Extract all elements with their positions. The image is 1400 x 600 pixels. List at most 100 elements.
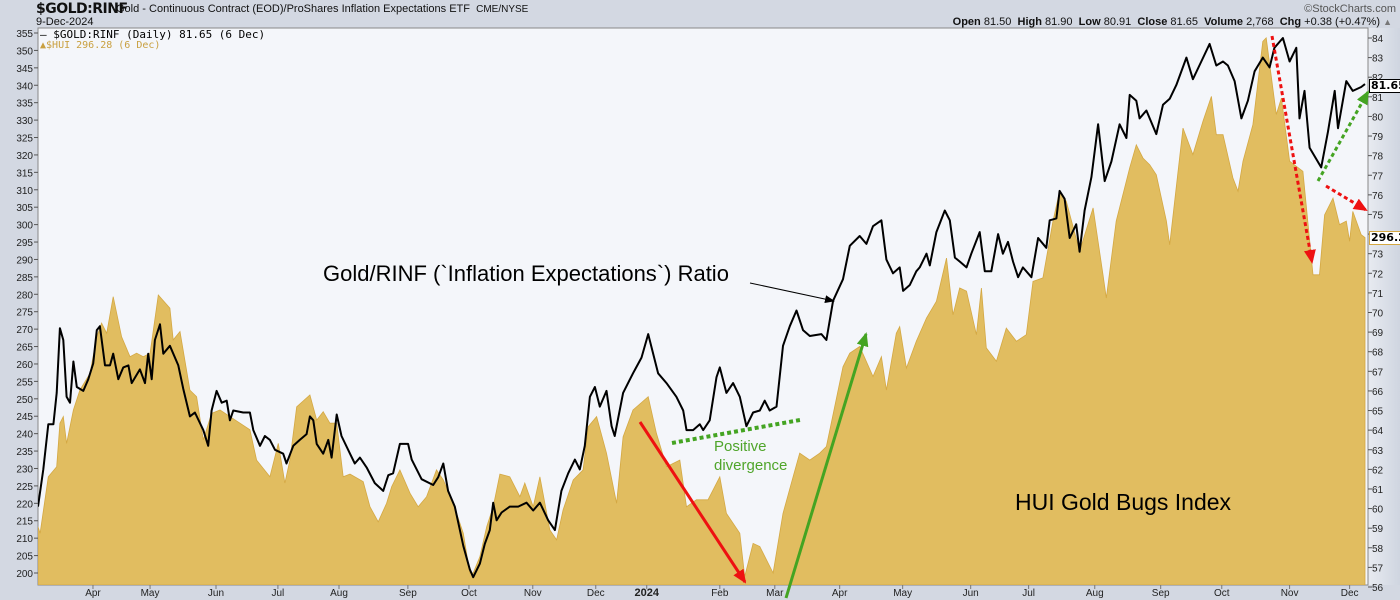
x-axis-label: Sep [1152,588,1170,599]
low-value: 80.91 [1103,16,1132,28]
right-axis-label: 58 [1372,544,1384,555]
right-axis-label: 79 [1372,132,1384,143]
right-axis-label: 63 [1372,446,1384,457]
ratio-last-value: 81.65 [1369,79,1400,93]
right-axis-label: 72 [1372,269,1384,280]
legend-ratio: — $GOLD:RINF (Daily) 81.65 (6 Dec) [40,28,266,41]
left-axis-label: 225 [16,482,33,493]
ratio-rise-dotted-arrow [1316,90,1370,182]
right-axis-label: 61 [1372,485,1384,496]
x-axis-label: 2024 [634,587,659,599]
close-label: Close [1137,16,1168,28]
right-axis-label: 64 [1372,426,1384,437]
hui-rally-arrow [784,332,869,599]
volume-value: 2,768 [1246,16,1274,28]
right-axis-label: 57 [1372,563,1384,574]
hui-last-value: 296.28 [1369,231,1400,245]
area-icon: ▲ [40,40,47,51]
left-axis-label: 305 [16,203,33,214]
triangle-up-icon: ▲ [1383,17,1392,27]
left-axis-label: 265 [16,343,33,354]
right-axis-label: 75 [1372,210,1384,221]
left-axis-label: 275 [16,308,33,319]
left-axis-label: 230 [16,464,33,475]
symbol-description: Gold - Continuous Contract (EOD)/ProShar… [116,3,528,15]
left-axis-label: 345 [16,64,33,75]
left-axis-label: 285 [16,273,33,284]
x-axis-label: May [141,588,160,599]
right-axis-label: 66 [1372,387,1384,398]
right-axis-label: 56 [1372,583,1384,594]
x-axis-label: Mar [766,588,784,599]
left-axis-label: 330 [16,116,33,127]
left-axis-label: 325 [16,134,33,145]
open-label: Open [952,16,981,28]
x-axis-label: Oct [461,588,477,599]
left-axis-label: 300 [16,221,33,232]
left-axis-label: 350 [16,46,33,57]
right-axis-label: 67 [1372,367,1384,378]
left-axis-label: 315 [16,168,33,179]
left-axis-label: 245 [16,412,33,423]
x-axis-label: Nov [1281,588,1299,599]
hui-decline-arrow [638,421,747,584]
x-axis-label: Jun [963,588,979,599]
quote-summary: Open 81.50 High 81.90 Low 80.91 Close 81… [953,16,1392,28]
chg-label: Chg [1279,16,1302,28]
left-axis-label: 290 [16,255,33,266]
high-value: 81.90 [1045,16,1073,28]
right-axis-label: 69 [1372,328,1384,339]
x-axis-label: Feb [711,588,729,599]
left-axis-label: 355 [16,29,33,40]
chart-date: 9-Dec-2024 [36,16,94,28]
x-axis-label: Jun [208,588,224,599]
left-axis-label: 260 [16,360,33,371]
hui-annotation: HUI Gold Bugs Index [1015,489,1232,515]
positive-divergence-line [671,418,801,445]
exchange-text: CME/NYSE [476,4,529,15]
divergence-annotation-line1: Positive [714,438,767,455]
x-axis-label: Oct [1214,588,1230,599]
right-axis-label: 76 [1372,191,1384,202]
right-axis-label: 81 [1372,93,1384,104]
ratio-line [38,37,1366,579]
x-axis-label: Aug [330,588,348,599]
x-axis-label: Jul [1022,588,1035,599]
x-axis-label: Dec [587,588,605,599]
hui-drop-dotted-arrow [1270,35,1316,264]
left-axis-label: 280 [16,290,33,301]
chart-legend: — $GOLD:RINF (Daily) 81.65 (6 Dec) ▲$HUI… [40,29,265,51]
right-axis-label: 68 [1372,348,1384,359]
symbol-title: $GOLD:RINF [36,1,128,17]
right-axis-label: 71 [1372,289,1384,300]
high-label: High [1017,16,1042,28]
chart-header: $GOLD:RINF Gold - Continuous Contract (E… [0,0,1400,28]
left-axis-label: 335 [16,99,33,110]
chg-value: +0.38 (+0.47%) [1304,16,1381,28]
description-text: Gold - Continuous Contract (EOD)/ProShar… [116,3,470,15]
right-axis-label: 60 [1372,505,1384,516]
left-axis-label: 220 [16,499,33,510]
right-axis-label: 70 [1372,309,1384,320]
left-axis-label: 270 [16,325,33,336]
x-axis-label: Jul [272,588,285,599]
open-value: 81.50 [983,16,1012,28]
right-axis-panel [1368,28,1400,585]
left-axis-label: 250 [16,395,33,406]
left-axis-label: 295 [16,238,33,249]
legend-hui-text: $HUI 296.28 (6 Dec) [46,40,161,51]
x-axis-label: Dec [1341,588,1359,599]
left-axis-label: 200 [16,569,33,580]
left-axis-label: 205 [16,552,33,563]
legend-hui: ▲$HUI 296.28 (6 Dec) [40,40,265,51]
right-axis-label: 80 [1372,112,1384,123]
left-axis-label: 320 [16,151,33,162]
low-label: Low [1078,16,1101,28]
hui-lower-high-arrow [1325,184,1368,212]
x-axis-label: Aug [1086,588,1104,599]
left-axis-label: 240 [16,430,33,441]
right-axis-label: 73 [1372,250,1384,261]
ratio-callout-arrow [749,282,835,304]
left-axis-label: 340 [16,81,33,92]
